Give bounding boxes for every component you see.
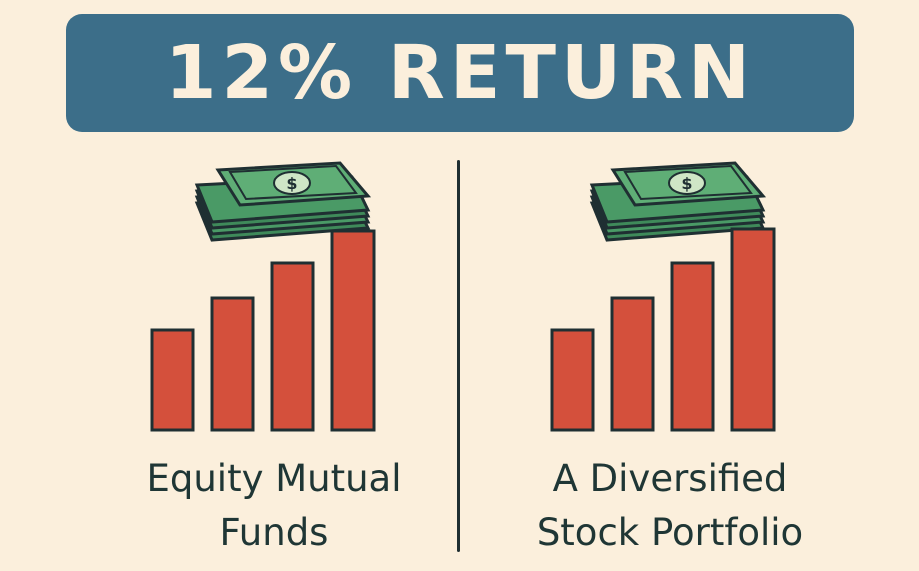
bar-3	[670, 261, 715, 432]
bar-2	[210, 296, 255, 432]
bar-4	[330, 229, 376, 432]
banner-title: 12% RETURN	[165, 30, 755, 116]
panel-equity-mutual-funds: $ Equity Mutual Funds	[146, 161, 402, 554]
svg-text:$: $	[286, 174, 297, 193]
title-banner: 12% RETURN	[66, 14, 854, 132]
bar-1	[550, 328, 595, 432]
panel-label: A Diversified Stock Portfolio	[480, 452, 860, 560]
cash-stack-icon: $	[589, 161, 767, 242]
bar-4	[730, 227, 776, 432]
label-line-1: A Diversified	[552, 457, 788, 500]
label-line-2: Funds	[219, 511, 329, 554]
svg-text:$: $	[681, 174, 692, 193]
panel-diversified-stock-portfolio: $ A Diversified Stock Portfolio	[459, 0, 919, 571]
panel-graphic: $	[550, 161, 776, 432]
bar-2	[610, 296, 655, 432]
label-line-1: Equity Mutual	[146, 457, 402, 500]
bar-1	[150, 328, 195, 432]
label-line-2: Stock Portfolio	[536, 511, 804, 554]
cash-stack-icon: $	[194, 161, 372, 242]
vertical-divider	[457, 160, 460, 552]
panel-graphic: $	[150, 161, 376, 432]
bar-3	[270, 261, 315, 432]
panel-label: Equity Mutual Funds	[84, 452, 464, 560]
